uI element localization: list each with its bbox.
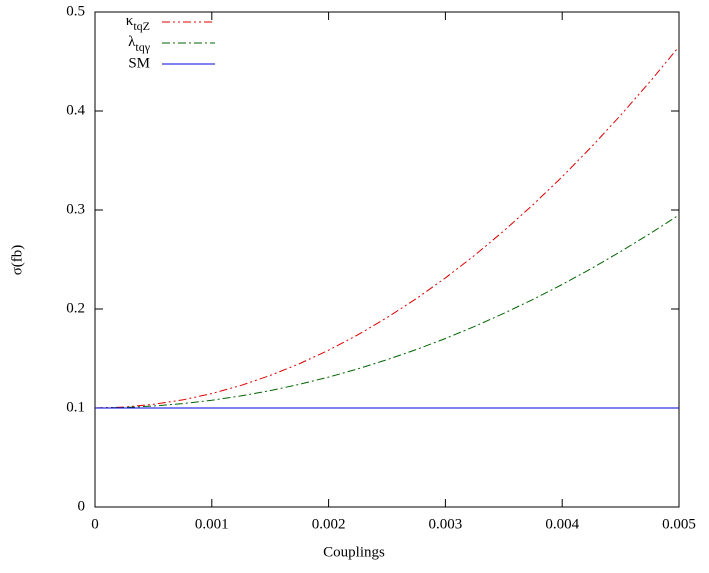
y-tick-label: 0 bbox=[78, 498, 86, 514]
x-tick-label: 0.004 bbox=[545, 516, 579, 532]
x-tick-label: 0 bbox=[91, 516, 99, 532]
plot-frame bbox=[94, 11, 680, 508]
legend-label: SM bbox=[128, 55, 150, 71]
series-line bbox=[94, 46, 680, 409]
y-tick-label: 0.1 bbox=[66, 399, 85, 415]
y-axis-label: σ(fb) bbox=[9, 245, 25, 276]
legend-label: κtqZ bbox=[126, 13, 150, 32]
legend-label: λtqγ bbox=[128, 34, 151, 53]
x-axis-label: Couplings bbox=[323, 544, 385, 560]
x-tick-label: 0.002 bbox=[312, 516, 346, 532]
x-tick-label: 0.005 bbox=[662, 516, 696, 532]
y-tick-label: 0.2 bbox=[66, 300, 85, 316]
y-tick-label: 0.4 bbox=[66, 102, 85, 118]
x-tick-label: 0.001 bbox=[195, 516, 229, 532]
x-tick-label: 0.003 bbox=[429, 516, 463, 532]
y-tick-label: 0.3 bbox=[66, 201, 85, 217]
series-line bbox=[94, 214, 680, 409]
y-tick-label: 0.5 bbox=[66, 3, 85, 19]
